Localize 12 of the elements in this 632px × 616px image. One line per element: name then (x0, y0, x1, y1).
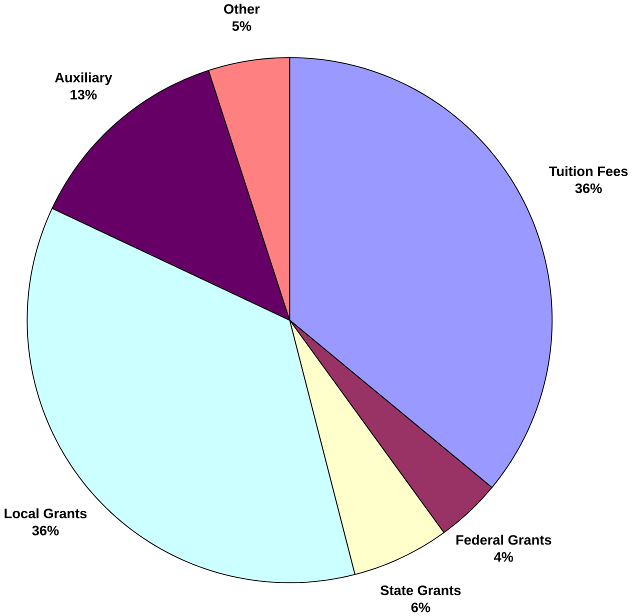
slice-label: Other (224, 4, 260, 14)
data-label: 4% (494, 552, 514, 562)
slice-label: Federal Grants (456, 534, 552, 545)
data-label: 36% (575, 183, 602, 194)
slice-label: State Grants (380, 586, 461, 596)
data-label: 36% (32, 526, 59, 536)
slice-label: Auxiliary (54, 72, 112, 86)
data-label: 5% (232, 21, 252, 31)
slice-label: Tuition Fees (549, 166, 628, 176)
data-label: 6% (411, 602, 430, 612)
slice-label: Local Grants (4, 508, 87, 518)
data-label: 13% (70, 90, 97, 100)
